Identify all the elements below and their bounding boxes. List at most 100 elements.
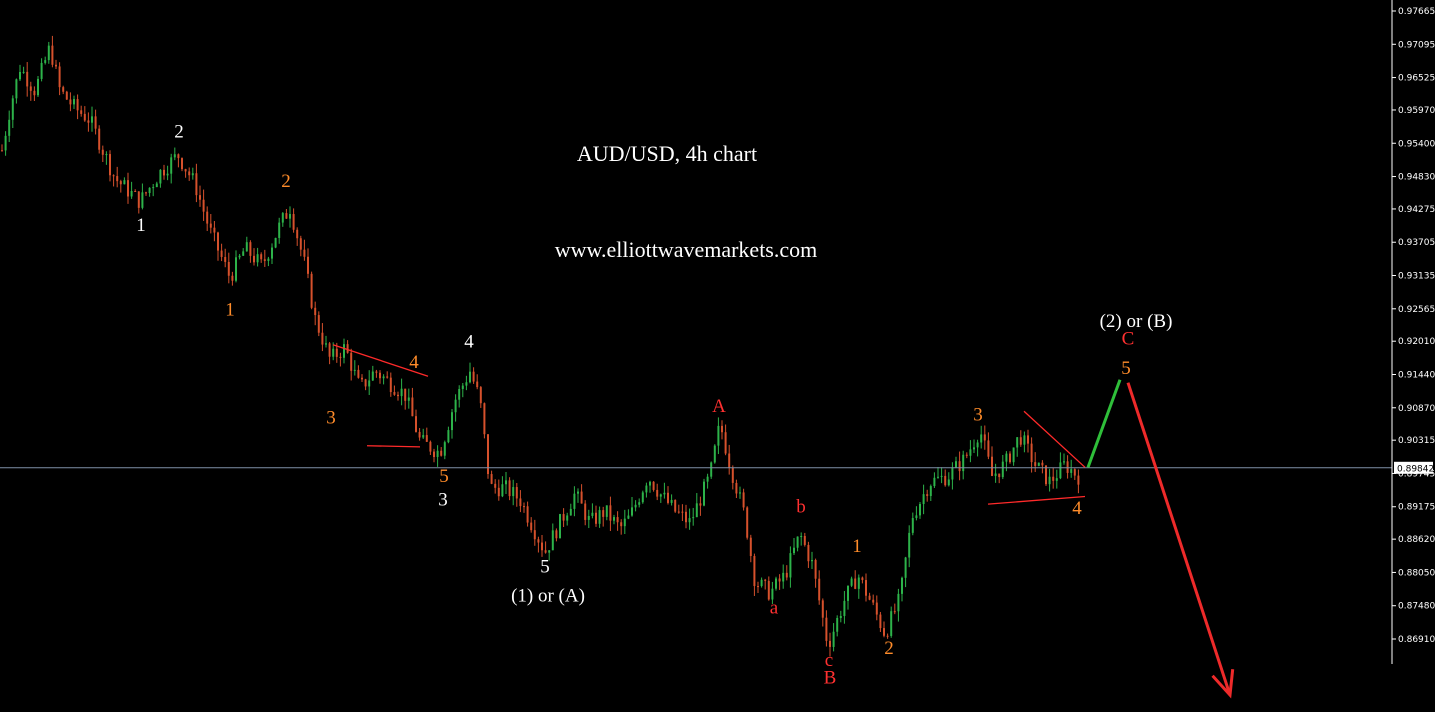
candle-body [454,399,457,413]
candle-body [389,377,392,393]
candle-body [479,387,482,404]
candle-body [411,397,414,417]
candle-body [105,154,108,156]
candle-body [922,494,925,505]
candle-body [339,356,342,358]
candle-body [512,487,515,497]
candle-body [260,254,263,260]
y-tick-label: 0.94275 [1398,205,1435,215]
candle-body [227,261,230,276]
candle-body [656,489,659,497]
wave-label-orange: 4 [1072,498,1082,519]
y-tick-label: 0.97665 [1398,7,1435,17]
candle-body [685,511,687,523]
candle-body [310,273,313,308]
candle-body [69,99,72,105]
y-tick-label: 0.89175 [1398,503,1435,513]
wave-label-orange: 2 [884,638,894,659]
candle-body [256,254,259,263]
candle-body [87,120,90,123]
candle-body [425,435,428,442]
candle-body [26,71,29,87]
candle-body [1045,465,1047,485]
candle-body [1041,462,1044,466]
candle-body [1052,476,1055,481]
candle-body [958,461,961,472]
candle-body [695,503,698,518]
candle-body [631,507,633,516]
projection-up-line [1086,379,1122,468]
candle-body [638,502,641,505]
wave-label-white: 2 [174,121,184,142]
candle-body [749,537,752,557]
candle-body [418,431,421,438]
candle-body [796,536,799,548]
candle-body [847,585,849,601]
candle-body [555,530,558,539]
candle-body [1077,475,1080,485]
candle-body [332,348,335,357]
candle-body [1009,453,1011,463]
candle-body [191,173,194,176]
candle-body [296,229,299,239]
candle-body [152,187,155,189]
candle-body [616,517,619,523]
candle-body [573,493,576,509]
candle-body [688,518,691,523]
candle-body [1055,478,1058,481]
candle-body [533,530,536,540]
candle-body [188,171,191,176]
candle-body [202,199,205,212]
candle-body [890,611,893,636]
candle-body [551,530,554,551]
candle-body [116,176,119,182]
candle-body [422,435,425,438]
candle-body [1023,435,1026,445]
candle-body [537,539,540,543]
candle-body [681,511,684,513]
candle-body [40,62,43,79]
candle-body [634,504,637,508]
current-price-label: 0.89842 [1397,464,1434,474]
candle-body [458,388,461,400]
wave-label-red: A [712,396,726,417]
candle-body [343,344,345,358]
y-tick-label: 0.90315 [1398,436,1435,446]
candle-body [1073,469,1076,476]
candle-body [321,332,324,345]
candle-body [249,242,252,256]
candle-body [825,617,828,641]
candle-body [940,475,943,477]
candle-body [1,150,3,152]
wave-label-orange: 1 [225,300,235,321]
y-tick-label: 0.97095 [1398,40,1435,50]
candle-body [929,486,932,496]
candle-body [1037,462,1040,466]
y-tick-label: 0.92010 [1398,337,1435,347]
overlays-layer [0,344,1392,699]
candle-body [98,128,101,150]
candle-body [706,476,709,482]
candle-body [483,403,486,435]
candle-body [721,425,723,433]
candle-body [1016,437,1019,448]
candle-body [253,255,255,263]
wave-label-white: 5 [540,556,550,577]
candle-body [829,640,831,647]
candle-body [101,149,104,155]
candle-body [159,169,162,184]
candle-body [328,343,331,357]
candle-body [350,352,353,371]
candle-body [649,481,651,486]
candle-body [44,60,47,63]
candle-body [353,369,356,371]
candle-body [274,237,277,248]
candle-body [901,577,903,594]
candle-body [1066,461,1069,473]
y-tick-label: 0.86910 [1398,635,1435,645]
candle-body [566,515,569,521]
candle-body [65,91,68,100]
candle-body [170,157,173,174]
candle-body [580,491,583,504]
candle-body [195,173,198,196]
